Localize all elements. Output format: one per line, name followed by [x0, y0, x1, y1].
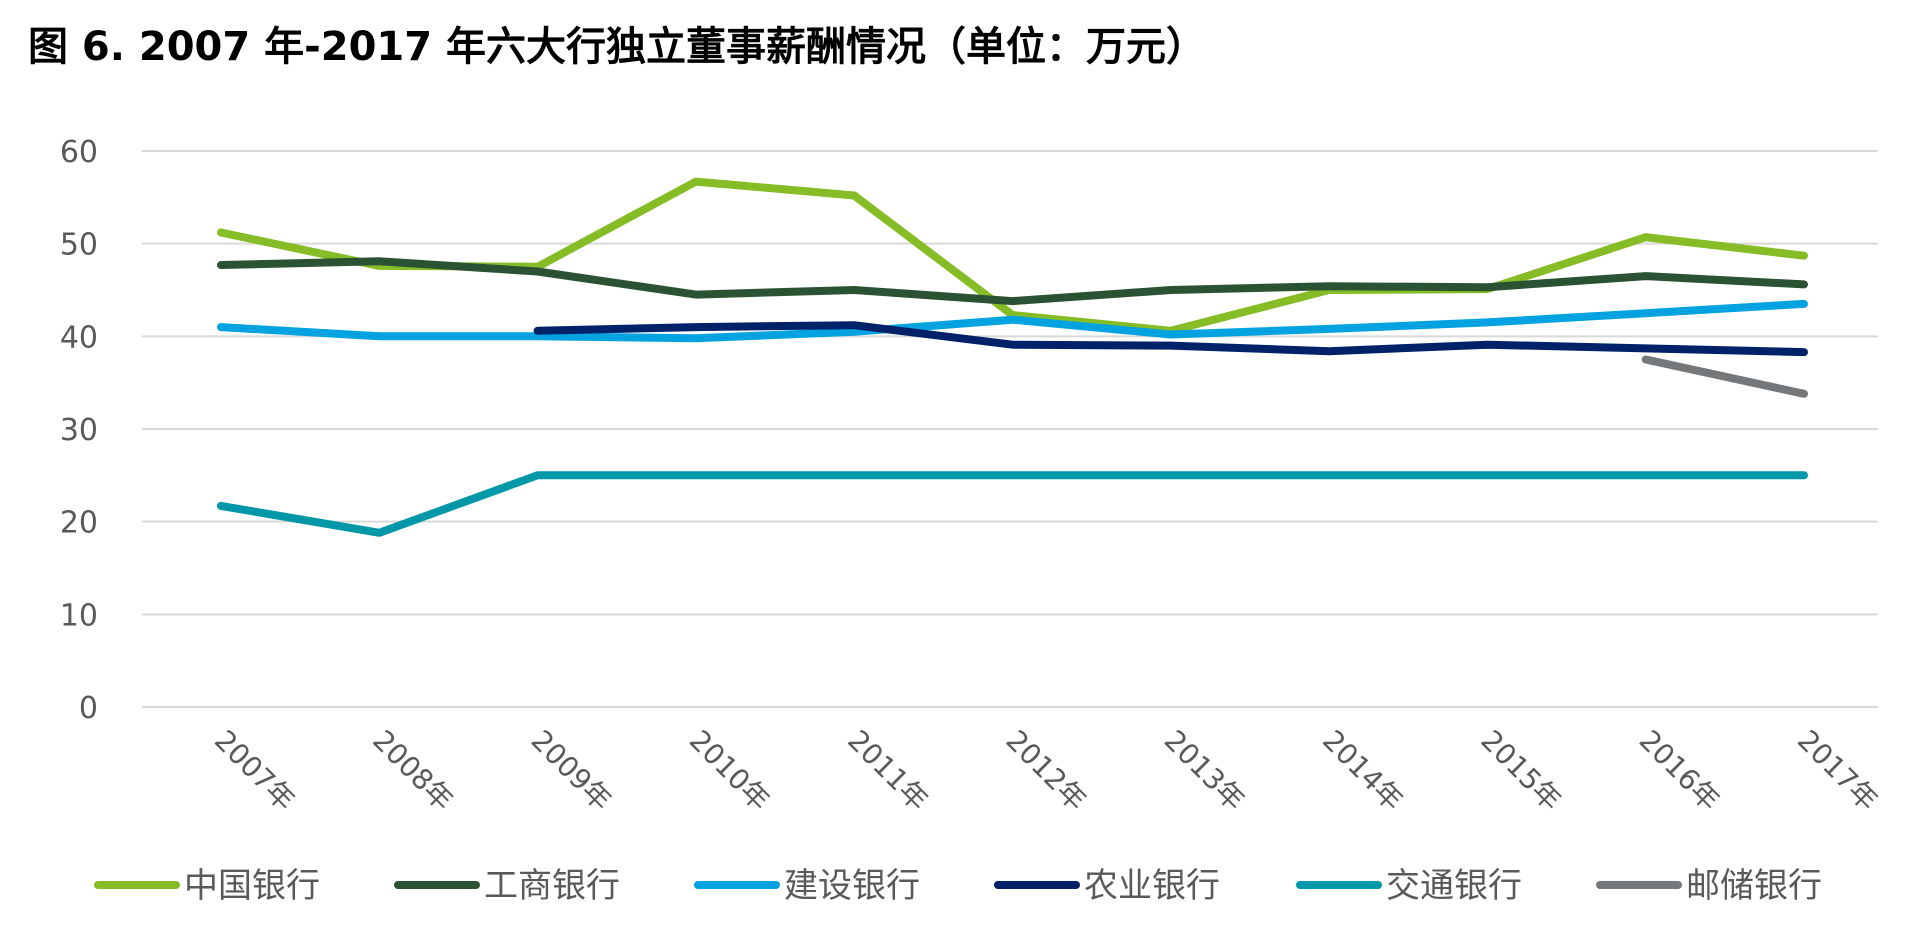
y-tick-label: 20 — [60, 506, 98, 541]
x-tick-label: 2011年 — [841, 724, 935, 818]
x-tick-label: 2007年 — [208, 724, 302, 818]
legend-label-3: 农业银行 — [1084, 866, 1220, 906]
legend-label-5: 邮储银行 — [1686, 866, 1822, 906]
x-tick-label: 2009年 — [525, 724, 619, 818]
series-line-3 — [533, 321, 1808, 357]
series-line-0 — [217, 177, 1808, 335]
y-tick-label: 50 — [60, 228, 98, 263]
series-line-5 — [1641, 355, 1808, 398]
gridlines — [142, 150, 1878, 708]
y-tick-label: 0 — [79, 691, 98, 726]
y-tick-label: 60 — [60, 135, 98, 170]
chart-title: 图 6. 2007 年-2017 年六大行独立董事薪酬情况（单位：万元） — [28, 24, 1206, 70]
y-tick-label: 10 — [60, 598, 98, 633]
x-tick-label: 2017年 — [1791, 724, 1885, 818]
x-tick-label: 2013年 — [1158, 724, 1252, 818]
series-lines — [217, 177, 1808, 537]
x-tick-label: 2012年 — [1000, 724, 1094, 818]
legend-label-0: 中国银行 — [184, 866, 320, 906]
x-tick-label: 2014年 — [1316, 724, 1410, 818]
legend-label-2: 建设银行 — [784, 866, 920, 906]
series-line-1 — [217, 257, 1808, 306]
legend-label-4: 交通银行 — [1386, 866, 1522, 906]
series-line-2 — [217, 299, 1808, 343]
series-line-4 — [217, 471, 1808, 537]
x-tick-label: 2010年 — [683, 724, 777, 818]
y-tick-label: 30 — [60, 413, 98, 448]
y-axis-ticks: 0 10 20 30 40 50 60 — [60, 135, 98, 726]
y-tick-label: 40 — [60, 320, 98, 355]
x-tick-label: 2016年 — [1633, 724, 1727, 818]
x-tick-label: 2015年 — [1474, 724, 1568, 818]
x-tick-label: 2008年 — [366, 724, 460, 818]
legend: 中国银行 工商银行 建设银行 农业银行 交通银行 邮储银行 — [94, 866, 1822, 906]
x-axis-ticks: 2007年 2008年 2009年 2010年 2011年 2012年 2013年 2014年… — [208, 724, 1885, 818]
legend-label-1: 工商银行 — [484, 866, 620, 906]
